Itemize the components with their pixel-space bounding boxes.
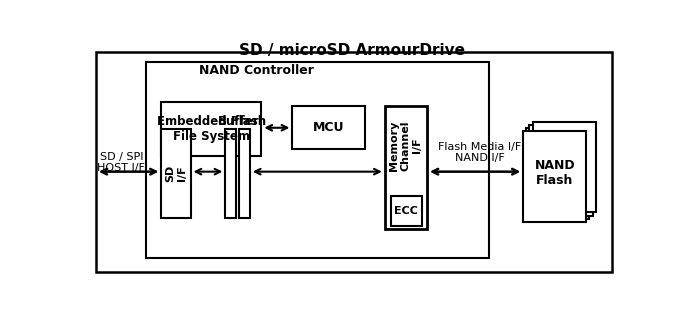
Text: SD / SPI
HOST I/F: SD / SPI HOST I/F (98, 152, 145, 173)
Bar (527, 128, 590, 219)
Text: Flash Media I/F
NAND I/F: Flash Media I/F NAND I/F (438, 142, 521, 163)
Bar (533, 122, 596, 213)
Bar (161, 129, 190, 218)
Bar (226, 129, 236, 218)
Bar (239, 129, 250, 218)
Bar (529, 125, 592, 215)
Text: Memory
Channel
I/F: Memory Channel I/F (390, 120, 422, 171)
Text: SD
I/F: SD I/F (165, 165, 187, 182)
Text: ECC: ECC (394, 206, 418, 216)
Bar (391, 196, 421, 225)
Text: SD / microSD ArmourDrive: SD / microSD ArmourDrive (239, 42, 464, 57)
Bar (523, 131, 586, 222)
Bar (146, 62, 489, 258)
Text: Embedded Flash
File System: Embedded Flash File System (157, 115, 266, 143)
Bar (292, 106, 365, 149)
Bar (161, 102, 262, 156)
Text: MCU: MCU (313, 121, 345, 134)
Text: NAND
Flash: NAND Flash (534, 159, 575, 187)
Text: NAND Controller: NAND Controller (199, 63, 313, 77)
Bar (385, 106, 427, 230)
Text: Buffer: Buffer (219, 115, 260, 128)
